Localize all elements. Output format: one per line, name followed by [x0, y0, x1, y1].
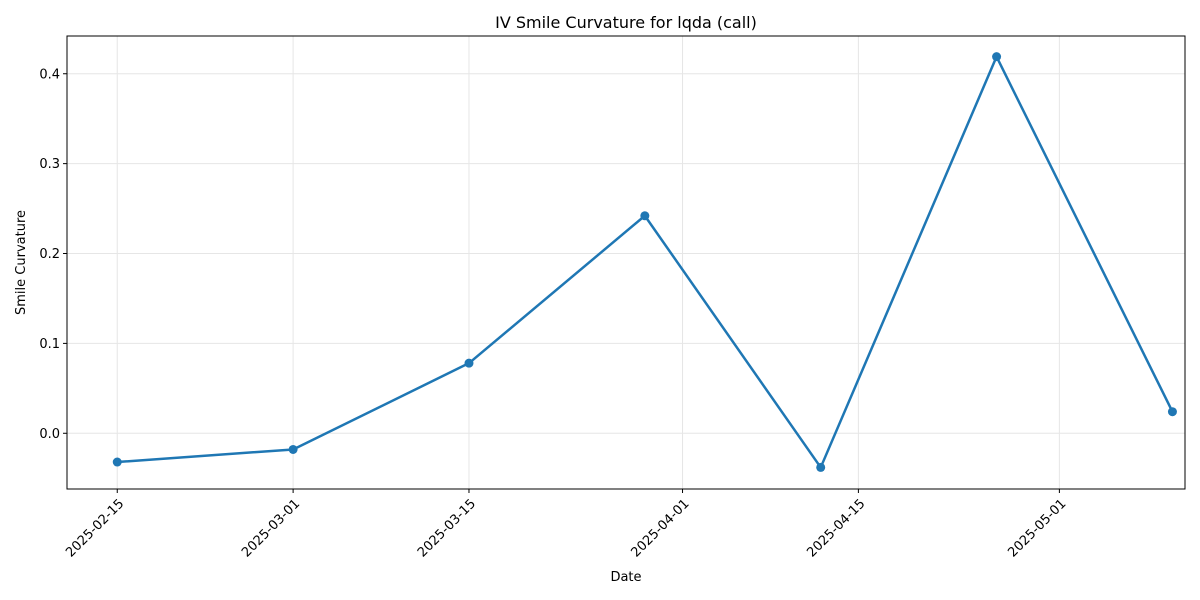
x-axis-label: Date [610, 570, 641, 585]
data-point [640, 211, 650, 221]
data-point [1167, 407, 1177, 417]
tick-layer: 2025-02-15 2025-03-01 2025-03-15 2025-04-01… [39, 67, 1069, 560]
y-tick-label: 0.4 [39, 67, 60, 82]
data-point [288, 444, 298, 454]
plot-frame [66, 35, 1186, 490]
x-tick-label: 2025-04-15 [804, 496, 868, 560]
chart-title: IV Smile Curvature for lqda (call) [495, 13, 757, 32]
x-tick-label: 2025-05-01 [1005, 496, 1069, 560]
x-tick-label: 2025-04-01 [629, 496, 693, 560]
grid-layer [67, 36, 1185, 489]
y-tick-label: 0.1 [39, 337, 60, 352]
y-tick-label: 0.2 [39, 247, 60, 262]
x-tick-label: 2025-03-15 [415, 496, 479, 560]
data-point [112, 457, 122, 467]
y-axis-label: Smile Curvature [14, 210, 29, 315]
data-point [816, 462, 826, 472]
x-tick-label: 2025-03-01 [239, 496, 303, 560]
y-tick-label: 0.3 [39, 157, 60, 172]
data-point [464, 358, 474, 368]
series-layer [112, 52, 1177, 472]
data-point [992, 52, 1002, 62]
y-tick-label: 0.0 [39, 427, 60, 442]
series-line [116, 55, 1174, 469]
x-tick-label: 2025-02-15 [63, 496, 127, 560]
